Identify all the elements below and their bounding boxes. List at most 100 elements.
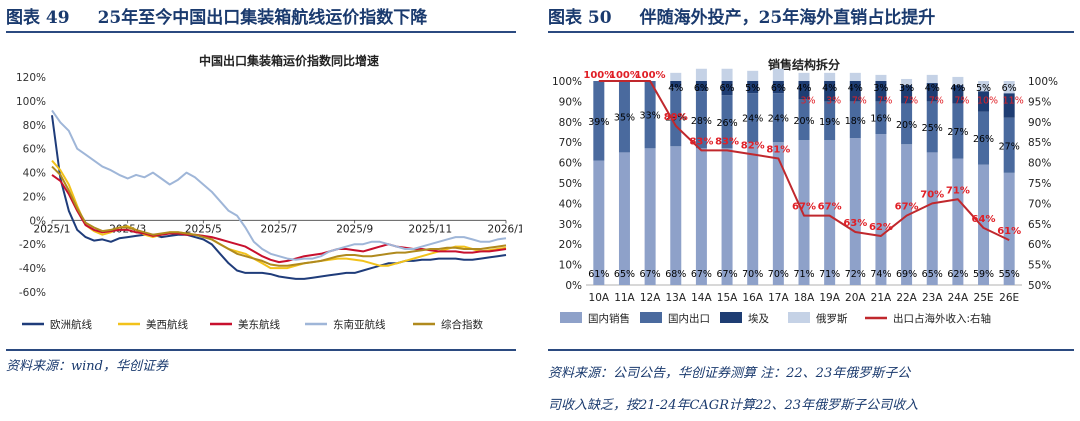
- bar-segment-domestic_export: [1003, 117, 1015, 173]
- bar-value-label: 4%: [848, 83, 863, 94]
- y-tick-label: 120%: [16, 72, 46, 84]
- ratio-value-label: 83%: [689, 136, 713, 147]
- y-right-tick-label: 60%: [1028, 239, 1051, 251]
- x-tick-label: 26E: [999, 292, 1019, 304]
- bar-segment-egypt: [978, 91, 990, 112]
- bar-value-label: 70%: [742, 269, 763, 280]
- bar-segment-domestic_export: [824, 101, 836, 141]
- x-tick-label: 20A: [845, 292, 866, 304]
- x-tick-label: 23A: [922, 292, 943, 304]
- bar-segment-domestic_export: [593, 81, 605, 161]
- bar-value-label: 59%: [973, 269, 994, 280]
- bar-segment-domestic_export: [926, 101, 938, 153]
- right-source-note-line2: 司收入缺乏，按21-24年CAGR计算22、23年俄罗斯子公司收入: [548, 398, 919, 413]
- bar-value-label: 10%: [977, 95, 998, 106]
- legend-label: 埃及: [748, 312, 769, 325]
- ratio-value-label: 100%: [609, 70, 640, 81]
- bar-value-label: 7%: [903, 95, 918, 106]
- bar-segment-egypt: [824, 81, 836, 102]
- bar-segment-domestic_export: [952, 103, 964, 159]
- legend-label: 俄罗斯: [816, 312, 848, 325]
- legend-label: 美东航线: [238, 318, 280, 331]
- legend-label: 国内出口: [668, 312, 710, 325]
- x-tick-label: 13A: [665, 292, 686, 304]
- bar-segment-egypt: [875, 81, 887, 102]
- ratio-value-label: 83%: [715, 136, 739, 147]
- bar-segment-egypt: [1003, 93, 1015, 118]
- bar-value-label: 28%: [691, 116, 712, 127]
- bar-value-label: 4%: [668, 83, 683, 94]
- ratio-value-label: 67%: [818, 202, 842, 213]
- bar-segment-domestic_sales: [849, 138, 861, 285]
- legend-swatch: [720, 312, 742, 323]
- bar-segment-egypt: [849, 81, 861, 102]
- left-top-rule: [6, 31, 516, 33]
- bar-value-label: 71%: [819, 269, 840, 280]
- bar-segment-egypt: [798, 81, 810, 100]
- bar-value-label: 3%: [800, 95, 815, 106]
- bar-value-label: 65%: [922, 269, 943, 280]
- right-top-rule: [548, 31, 1074, 33]
- ratio-value-label: 67%: [895, 202, 919, 213]
- bar-segment-egypt: [721, 81, 733, 96]
- bar-value-label: 3%: [899, 83, 914, 94]
- y-right-tick-label: 95%: [1028, 96, 1051, 108]
- bar-segment-russia: [952, 76, 964, 86]
- y-tick-label: -60%: [19, 287, 46, 299]
- ratio-value-label: 82%: [741, 140, 765, 151]
- bar-segment-russia: [747, 70, 759, 81]
- y-left-tick-label: 30%: [559, 219, 582, 231]
- legend-label: 欧洲航线: [50, 318, 92, 331]
- y-right-tick-label: 80%: [1028, 158, 1051, 170]
- bar-segment-domestic_sales: [695, 148, 707, 285]
- left-figure-heading: 图表 49 25年至今中国出口集装箱航线运价指数下降: [6, 3, 427, 28]
- bar-value-label: 26%: [716, 118, 737, 129]
- legend-label: 出口占海外收入:右轴: [893, 312, 991, 325]
- x-tick-label: 12A: [640, 292, 661, 304]
- x-tick-label: 2025/1: [34, 223, 71, 235]
- bar-value-label: 24%: [768, 114, 789, 125]
- bar-segment-domestic_export: [849, 101, 861, 139]
- x-tick-label: 22A: [896, 292, 917, 304]
- bar-segment-egypt: [772, 81, 784, 94]
- x-tick-label: 25E: [974, 292, 994, 304]
- bar-segment-domestic_sales: [875, 134, 887, 285]
- chart-title: 销售结构拆分: [768, 57, 840, 72]
- legend-label: 国内销售: [588, 312, 630, 325]
- left-figure-label: 图表 49: [6, 8, 70, 28]
- y-left-tick-label: 70%: [559, 137, 582, 149]
- bar-segment-russia: [1003, 81, 1015, 94]
- bar-value-label: 67%: [716, 269, 737, 280]
- bar-value-label: 4%: [950, 83, 965, 94]
- y-left-tick-label: 20%: [559, 239, 582, 251]
- legend-label: 美西航线: [146, 318, 188, 331]
- bar-value-label: 3%: [873, 83, 888, 94]
- bar-segment-russia: [772, 68, 784, 81]
- bar-value-label: 68%: [665, 269, 686, 280]
- right-bottom-rule: [548, 349, 1074, 351]
- series-line-europe: [51, 115, 507, 280]
- y-left-tick-label: 60%: [559, 158, 582, 170]
- bar-value-label: 4%: [925, 83, 940, 94]
- bar-value-label: 6%: [1002, 83, 1017, 94]
- stacked-bar-chart: 销售结构拆分 100% 90% 80% 70% 60% 50% 40% 30% 20% 10% 0% 1…: [552, 57, 1058, 325]
- y-left-tick-label: 80%: [559, 117, 582, 129]
- bar-segment-egypt: [952, 85, 964, 104]
- ratio-value-label: 71%: [946, 185, 970, 196]
- y-left-tick-label: 40%: [559, 198, 582, 210]
- bar-segment-domestic_sales: [721, 148, 733, 285]
- bar-segment-domestic_sales: [644, 148, 656, 285]
- bar-value-label: 5%: [976, 83, 991, 94]
- bar-segment-domestic_export: [670, 87, 682, 147]
- y-left-tick-label: 50%: [559, 178, 582, 190]
- y-right-tick-label: 90%: [1028, 117, 1051, 129]
- series-line-composite: [51, 165, 507, 267]
- y-left-tick-label: 100%: [552, 76, 582, 88]
- left-figure-title: 25年至今中国出口集装箱航线运价指数下降: [97, 8, 428, 28]
- x-tick-label: 2026/1: [488, 223, 522, 235]
- bar-value-label: 70%: [768, 269, 789, 280]
- bar-value-label: 6%: [694, 83, 709, 94]
- bar-segment-domestic_export: [901, 103, 913, 145]
- series-line-usw: [51, 159, 507, 270]
- bar-segment-egypt: [926, 83, 938, 102]
